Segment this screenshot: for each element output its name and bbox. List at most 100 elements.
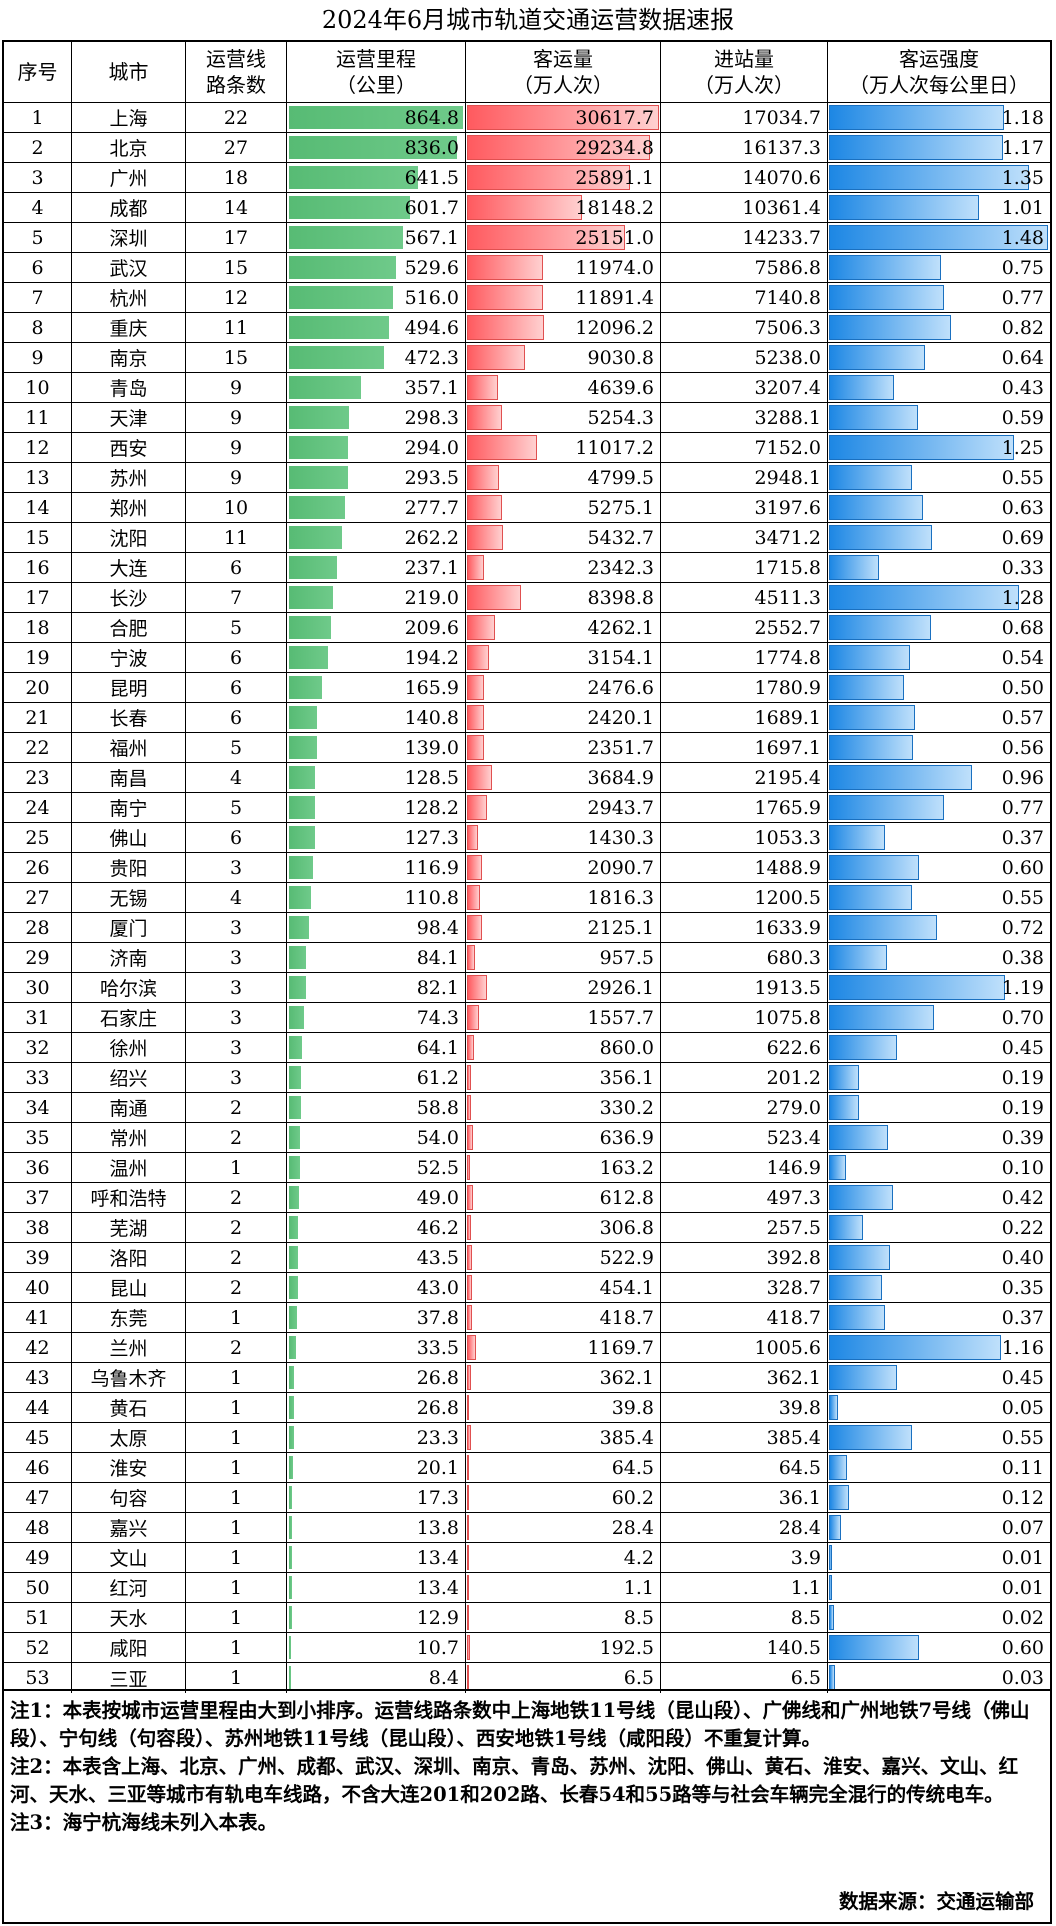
table-cell: 52.5 — [287, 1153, 466, 1183]
table-cell: 杭州 — [72, 283, 186, 313]
table-cell: 25 — [4, 823, 72, 853]
table-cell: 6 — [186, 553, 287, 583]
table-cell: 35 — [4, 1123, 72, 1153]
cell-text: 1 — [229, 1456, 243, 1479]
table-cell: 22 — [4, 733, 72, 763]
table-cell: 北京 — [72, 133, 186, 163]
table-cell: 成都 — [72, 193, 186, 223]
table-cell: 2 — [186, 1093, 287, 1123]
table-cell: 5238.0 — [661, 343, 828, 373]
table-cell: 2195.4 — [661, 763, 828, 793]
cell-text: 1.19 — [1001, 976, 1044, 999]
table-cell: 9 — [186, 433, 287, 463]
table-cell: 重庆 — [72, 313, 186, 343]
data-bar — [289, 886, 312, 909]
table-cell: 天水 — [72, 1603, 186, 1633]
data-bar — [467, 405, 502, 430]
data-bar — [466, 705, 485, 730]
cell-text: 51 — [25, 1606, 50, 1629]
table-cell: 0.60 — [828, 853, 1050, 883]
cell-text: 3207.4 — [754, 376, 821, 399]
data-bar — [466, 915, 483, 940]
table-cell: 0.63 — [828, 493, 1050, 523]
table-cell: 262.2 — [287, 523, 466, 553]
data-bar — [289, 1576, 292, 1599]
table-cell: 298.3 — [287, 403, 466, 433]
table-cell: 0.12 — [828, 1483, 1050, 1513]
table-cell: 7152.0 — [661, 433, 828, 463]
data-bar — [828, 435, 1015, 460]
cell-text: 17034.7 — [742, 106, 821, 129]
cell-text: 9 — [31, 346, 44, 369]
cell-text: 139.0 — [404, 736, 459, 759]
cell-text: 17 — [223, 226, 249, 249]
cell-text: 8.5 — [790, 1606, 821, 1629]
data-bar — [828, 495, 924, 520]
cell-text: 601.7 — [404, 196, 459, 219]
table-cell: 392.8 — [661, 1243, 828, 1273]
table-cell: 1 — [186, 1363, 287, 1393]
table-cell: 2 — [186, 1243, 287, 1273]
table-cell: 219.0 — [287, 583, 466, 613]
cell-text: 南通 — [109, 1098, 148, 1120]
table-cell: 418.7 — [661, 1303, 828, 1333]
cell-text: 天津 — [109, 408, 148, 430]
table-cell: 2 — [186, 1183, 287, 1213]
table-cell: 南宁 — [72, 793, 186, 823]
table-cell: 279.0 — [661, 1093, 828, 1123]
table-cell: 60.2 — [466, 1483, 661, 1513]
cell-text: 516.0 — [404, 286, 459, 309]
data-bar — [829, 225, 1048, 250]
table-cell: 4639.6 — [466, 373, 661, 403]
table-cell: 福州 — [72, 733, 186, 763]
cell-text: 成都 — [109, 198, 148, 220]
table-cell: 昆明 — [72, 673, 186, 703]
table-cell: 2 — [186, 1273, 287, 1303]
data-bar — [829, 345, 925, 370]
cell-text: 苏州 — [109, 468, 148, 490]
cell-text: 绍兴 — [109, 1068, 148, 1090]
header-cell: 客运强度 （万人次每公里日） — [828, 42, 1050, 103]
table-cell: 2420.1 — [466, 703, 661, 733]
table-cell: 1 — [186, 1543, 287, 1573]
table-cell: 17034.7 — [661, 103, 828, 133]
table-cell: 1 — [186, 1573, 287, 1603]
cell-text: 2195.4 — [754, 766, 821, 789]
table-cell: 大连 — [72, 553, 186, 583]
table-cell: 2351.7 — [466, 733, 661, 763]
table-cell: 23 — [4, 763, 72, 793]
cell-text: 0.69 — [1001, 526, 1044, 549]
table-cell: 7506.3 — [661, 313, 828, 343]
cell-text: 2 — [229, 1216, 243, 1239]
cell-text: 612.8 — [599, 1186, 654, 1209]
data-bar — [289, 406, 350, 429]
table-cell: 0.70 — [828, 1003, 1050, 1033]
data-bar — [829, 1095, 859, 1120]
table-cell: 13.4 — [287, 1573, 466, 1603]
table-cell: 165.9 — [287, 673, 466, 703]
table-cell: 1 — [186, 1393, 287, 1423]
table-cell: 330.2 — [466, 1093, 661, 1123]
cell-text: 494.6 — [404, 316, 459, 339]
table-cell: 8.5 — [466, 1603, 661, 1633]
cell-text: 10 — [223, 496, 249, 519]
cell-text: 0.19 — [1001, 1066, 1044, 1089]
table-cell: 3 — [186, 1033, 287, 1063]
cell-text: 7 — [31, 286, 44, 309]
cell-text: 15 — [223, 346, 249, 369]
table-cell: 郑州 — [72, 493, 186, 523]
table-cell: 0.82 — [828, 313, 1050, 343]
data-bar — [829, 1245, 890, 1270]
cell-text: 11017.2 — [575, 436, 654, 459]
cell-text: 嘉兴 — [109, 1518, 148, 1540]
cell-text: 18 — [223, 166, 249, 189]
table-cell: 601.7 — [287, 193, 466, 223]
cell-text: 0.03 — [1001, 1667, 1044, 1689]
cell-text: 黄石 — [109, 1398, 148, 1420]
cell-text: 2 — [229, 1336, 243, 1359]
cell-text: 2476.6 — [587, 676, 654, 699]
data-bar — [828, 1455, 848, 1480]
data-bar — [289, 1006, 304, 1029]
cell-text: 0.50 — [1001, 676, 1044, 699]
cell-text: 0.40 — [1001, 1246, 1044, 1269]
